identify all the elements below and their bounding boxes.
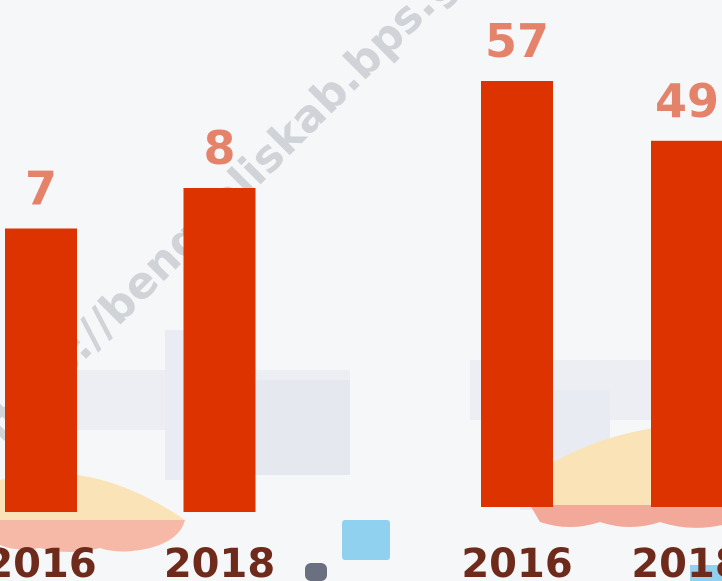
value-label: 8 bbox=[203, 121, 235, 175]
value-label: 49 bbox=[655, 74, 719, 128]
category-label: 2016 bbox=[461, 541, 572, 581]
bar bbox=[481, 81, 553, 507]
value-label: 7 bbox=[25, 162, 57, 216]
category-label: 2016 bbox=[0, 541, 97, 581]
category-label: 2018 bbox=[164, 541, 275, 581]
bar bbox=[5, 228, 77, 512]
bar bbox=[651, 140, 722, 507]
bar bbox=[183, 188, 256, 512]
value-label: 57 bbox=[485, 14, 549, 68]
category-label: 2018 bbox=[631, 541, 722, 581]
